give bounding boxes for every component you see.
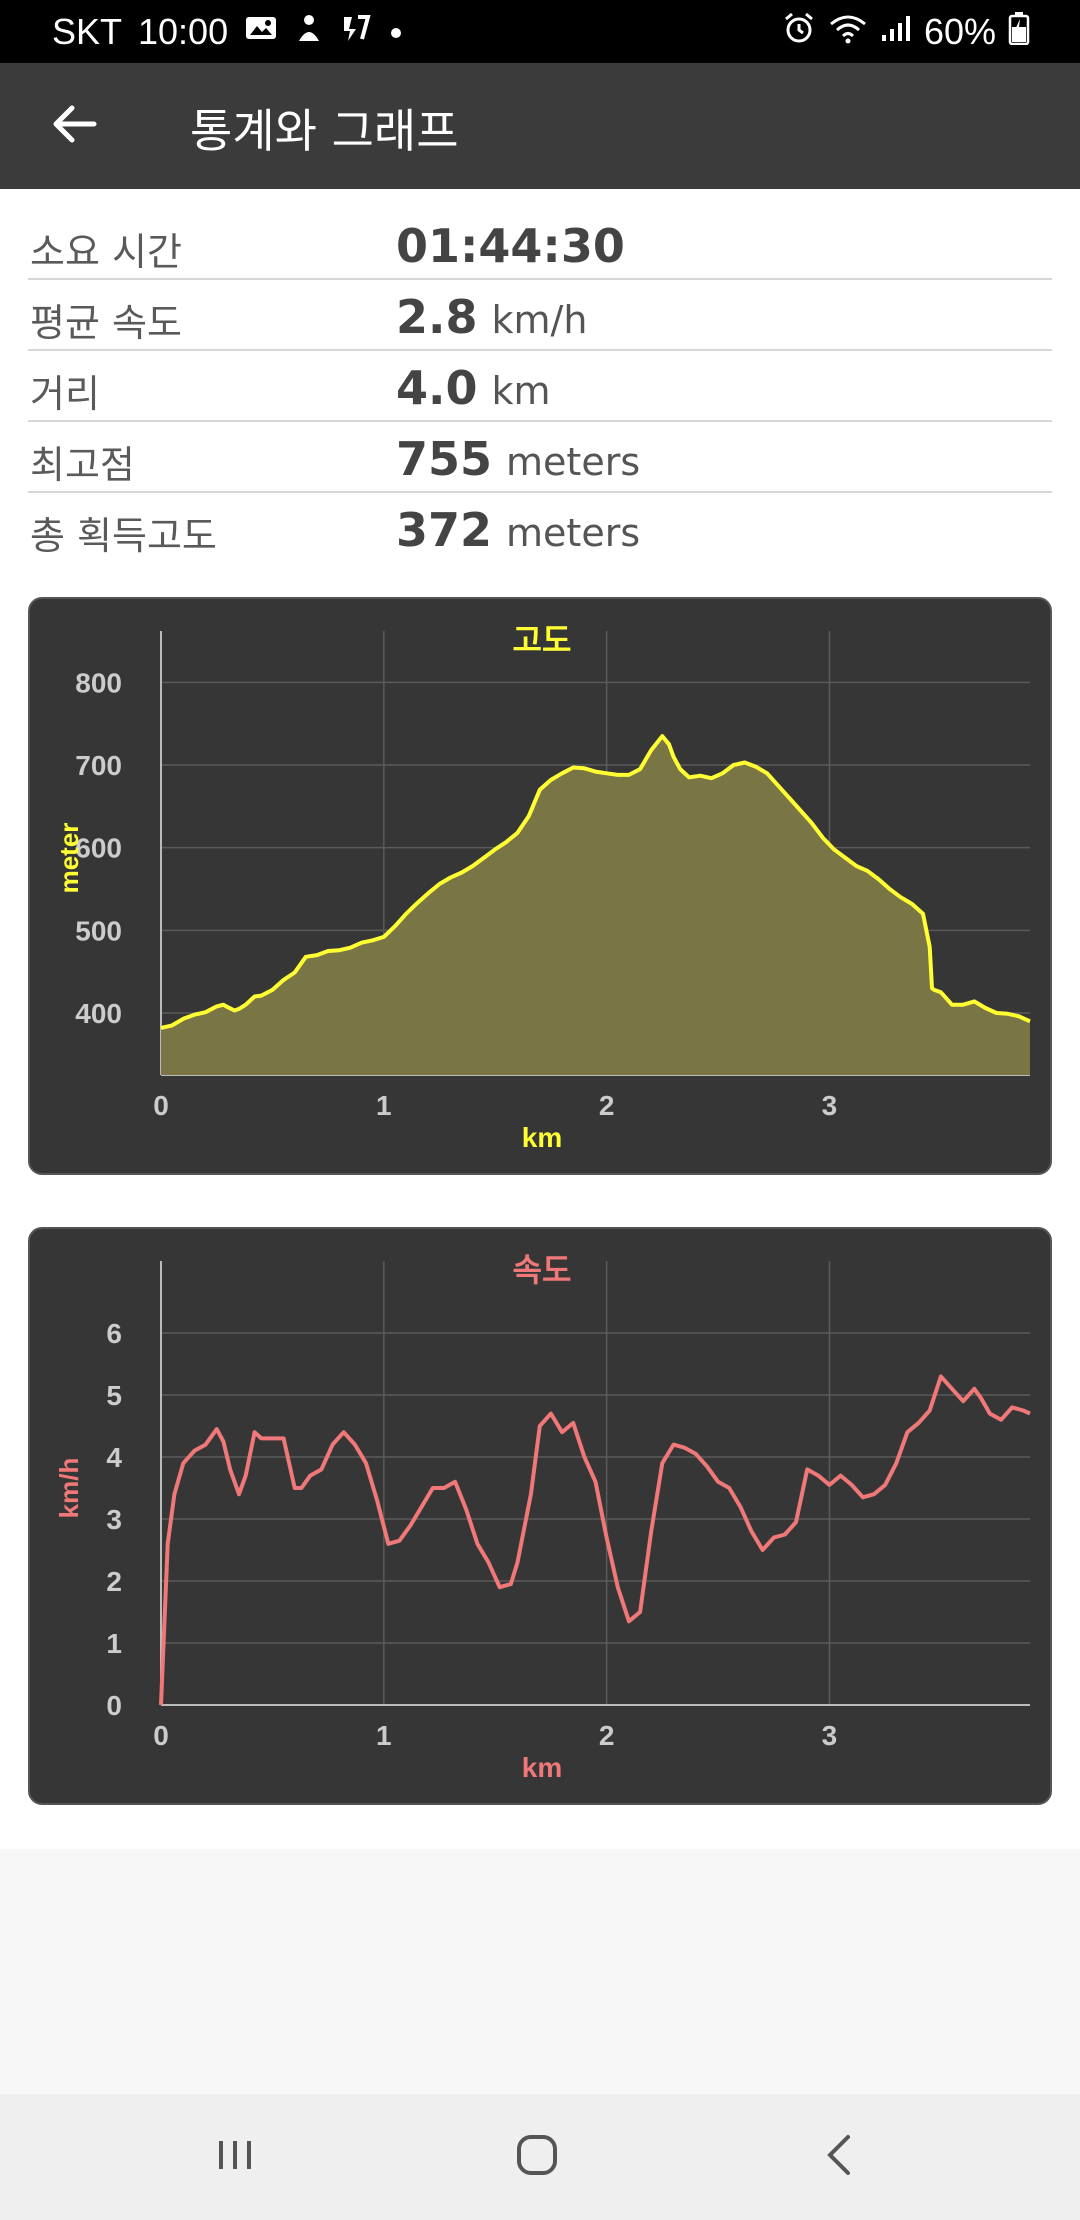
recent-apps-button[interactable] xyxy=(195,2122,275,2192)
stat-row-elevation-gain: 총 획득고도 372 meters xyxy=(28,493,1052,562)
stat-value: 2.8 km/h xyxy=(396,290,588,344)
wifi-icon xyxy=(828,12,868,52)
home-button[interactable] xyxy=(497,2122,577,2192)
y-axis-label: meter xyxy=(54,823,84,894)
statistics-panel: 소요 시간 01:44:30 평균 속도 2.8 km/h 거리 4.0 km 최고… xyxy=(0,189,1080,1849)
carrier-label: SKT xyxy=(52,11,123,52)
arrow-left-icon xyxy=(52,104,98,148)
x-tick-label: 0 xyxy=(153,1090,169,1121)
navigation-bar xyxy=(0,2094,1080,2220)
dot-icon xyxy=(388,15,404,49)
alarm-icon xyxy=(782,11,816,53)
speed-chart[interactable]: 0 1 2 3 4 5 6 0 1 2 3 속도 km km/h xyxy=(28,1227,1052,1805)
stat-row-distance: 거리 4.0 km xyxy=(28,351,1052,422)
speed-chart-svg: 0 1 2 3 4 5 6 0 1 2 3 속도 km km/h xyxy=(54,1251,1031,1783)
stat-unit: meters xyxy=(506,511,641,555)
battery-icon xyxy=(1008,11,1030,53)
page-title: 통계와 그래프 xyxy=(190,104,459,158)
stat-unit: km xyxy=(491,369,551,413)
x-tick-label: 2 xyxy=(599,1090,615,1121)
series-line xyxy=(159,1374,1031,1706)
recent-apps-icon xyxy=(213,2135,257,2179)
y-tick-label: 600 xyxy=(75,833,122,864)
elevation-chart-svg: 400 500 600 700 800 0 1 2 3 고도 km meter xyxy=(54,621,1031,1153)
x-tick-label: 0 xyxy=(153,1720,169,1751)
stat-label: 총 획득고도 xyxy=(30,514,217,558)
stat-value: 372 meters xyxy=(396,503,641,557)
y-tick-label: 800 xyxy=(75,667,122,698)
series-line xyxy=(160,734,1031,1030)
home-icon xyxy=(513,2131,561,2183)
y-tick-label: 400 xyxy=(75,998,122,1029)
chart-title: 속도 xyxy=(513,1251,572,1289)
stat-unit: meters xyxy=(506,440,641,484)
chevron-left-icon xyxy=(820,2133,860,2181)
y-tick-label: 6 xyxy=(106,1318,122,1349)
x-tick-label: 3 xyxy=(822,1720,838,1751)
battery-percent: 60% xyxy=(923,11,996,52)
stat-label: 거리 xyxy=(30,372,100,416)
y-tick-label: 500 xyxy=(75,915,122,946)
status-bar: SKT 10:00 60% xyxy=(0,0,1080,63)
y-tick-label: 2 xyxy=(106,1566,122,1597)
stat-unit: km/h xyxy=(491,298,588,342)
x-tick-label: 2 xyxy=(599,1720,615,1751)
stat-value: 01:44:30 xyxy=(396,219,625,273)
y-tick-label: 0 xyxy=(106,1690,122,1721)
stats-table: 소요 시간 01:44:30 평균 속도 2.8 km/h 거리 4.0 km 최고… xyxy=(28,209,1052,562)
stat-value: 4.0 km xyxy=(396,361,551,415)
person-icon xyxy=(294,13,324,51)
flash-icon xyxy=(340,13,372,51)
app-bar: 통계와 그래프 xyxy=(0,63,1080,189)
signal-icon xyxy=(880,13,912,51)
stat-row-avg-speed: 평균 속도 2.8 km/h xyxy=(28,280,1052,351)
y-tick-label: 700 xyxy=(75,750,122,781)
y-tick-label: 5 xyxy=(106,1380,122,1411)
back-button[interactable] xyxy=(40,91,110,161)
stat-value: 755 meters xyxy=(396,432,641,486)
y-tick-label: 1 xyxy=(106,1628,122,1659)
stat-row-duration: 소요 시간 01:44:30 xyxy=(28,209,1052,280)
stat-label: 최고점 xyxy=(30,443,135,487)
stat-row-max-elevation: 최고점 755 meters xyxy=(28,422,1052,493)
y-axis-label: km/h xyxy=(54,1458,84,1519)
elevation-chart[interactable]: 400 500 600 700 800 0 1 2 3 고도 km meter xyxy=(28,597,1052,1175)
x-tick-label: 1 xyxy=(376,1090,392,1121)
x-tick-label: 1 xyxy=(376,1720,392,1751)
y-tick-label: 3 xyxy=(106,1504,122,1535)
y-tick-label: 4 xyxy=(106,1442,122,1473)
x-axis-label: km xyxy=(522,1752,562,1783)
stat-label: 소요 시간 xyxy=(30,230,182,274)
gallery-icon xyxy=(244,14,278,50)
x-tick-label: 3 xyxy=(822,1090,838,1121)
stat-label: 평균 속도 xyxy=(30,301,182,345)
system-back-button[interactable] xyxy=(800,2122,880,2192)
series-area xyxy=(161,736,1030,1075)
clock: 10:00 xyxy=(138,11,229,52)
chart-title: 고도 xyxy=(513,621,572,659)
x-axis-label: km xyxy=(522,1122,562,1153)
